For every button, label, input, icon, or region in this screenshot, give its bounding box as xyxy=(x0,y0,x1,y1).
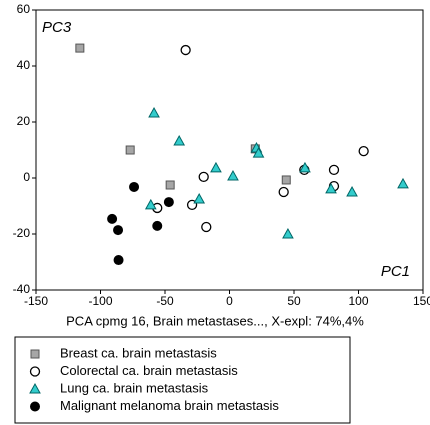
y-tick-label: 60 xyxy=(17,2,31,16)
point xyxy=(144,198,157,210)
x-tick-label: -100 xyxy=(88,294,112,308)
point xyxy=(281,175,291,185)
point xyxy=(193,192,206,204)
point xyxy=(148,107,160,118)
legend-marker xyxy=(30,401,40,412)
point xyxy=(75,43,85,53)
point xyxy=(125,145,135,155)
x-tick-label: 150 xyxy=(413,294,430,308)
point xyxy=(173,135,186,146)
point xyxy=(328,164,340,176)
point xyxy=(180,44,191,56)
point xyxy=(113,225,124,236)
point xyxy=(278,186,289,198)
y-axis-title: PC3 xyxy=(42,19,72,36)
y-tick-label: 0 xyxy=(23,170,30,184)
legend-marker xyxy=(29,382,41,394)
legend-label: Lung ca. brain metastasis xyxy=(60,380,209,395)
point xyxy=(113,255,124,266)
point xyxy=(163,197,174,208)
point xyxy=(210,161,222,173)
x-tick-label: 50 xyxy=(287,294,301,308)
x-label: PCA cpmg 16, Brain metastases..., X-expl… xyxy=(66,313,364,328)
point xyxy=(129,181,140,192)
point xyxy=(252,147,265,158)
point xyxy=(325,182,337,194)
point xyxy=(397,177,409,189)
point xyxy=(227,170,239,181)
legend-label: Malignant melanoma brain metastasis xyxy=(60,398,279,413)
legend-marker xyxy=(29,366,41,377)
legend-label: Breast ca. brain metastasis xyxy=(60,345,217,360)
legend-frame xyxy=(14,336,351,424)
x-tick-label: 0 xyxy=(226,294,233,308)
point xyxy=(198,171,209,183)
legend-label: Colorectal ca. brain metastasis xyxy=(60,363,238,378)
x-axis-title: PC1 xyxy=(381,263,410,280)
point xyxy=(165,180,175,190)
point xyxy=(107,213,118,224)
x-tick-label: -150 xyxy=(24,294,48,308)
point xyxy=(152,220,163,231)
point xyxy=(201,221,212,233)
y-tick-label: -40 xyxy=(13,282,31,296)
y-tick-label: 40 xyxy=(17,58,31,72)
point xyxy=(282,227,294,239)
legend-marker xyxy=(30,349,40,359)
point xyxy=(346,185,358,197)
x-tick-label: 100 xyxy=(348,294,368,308)
y-tick-label: -20 xyxy=(13,226,31,240)
point xyxy=(299,161,311,173)
x-tick-label: -50 xyxy=(156,294,174,308)
y-tick-label: 20 xyxy=(17,114,31,128)
point xyxy=(358,145,369,157)
